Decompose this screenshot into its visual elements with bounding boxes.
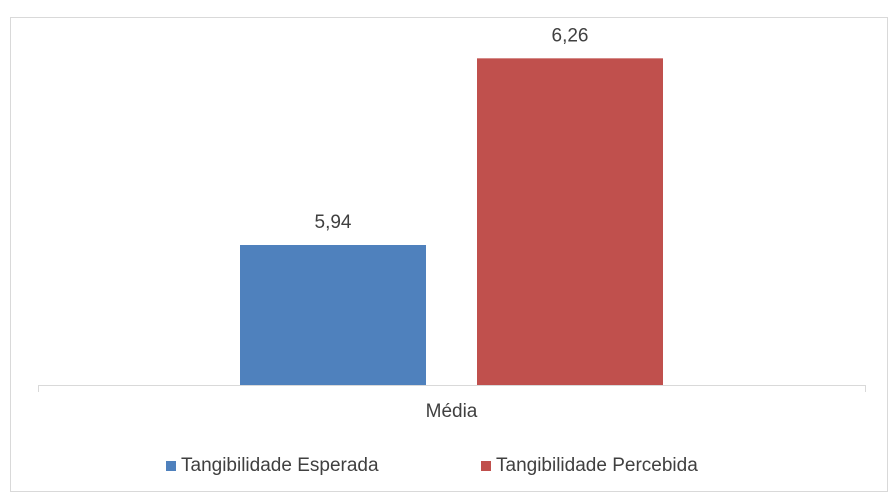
bar bbox=[240, 245, 426, 385]
data-label: 6,26 bbox=[552, 25, 589, 46]
data-label: 5,94 bbox=[315, 212, 352, 233]
bar bbox=[477, 58, 663, 385]
legend-label: Tangibilidade Esperada bbox=[181, 455, 379, 476]
legend-swatch bbox=[481, 461, 491, 471]
x-tick-label: Média bbox=[426, 401, 478, 422]
legend-label: Tangibilidade Percebida bbox=[496, 455, 698, 476]
legend-swatch bbox=[166, 461, 176, 471]
chart-border bbox=[10, 17, 888, 492]
